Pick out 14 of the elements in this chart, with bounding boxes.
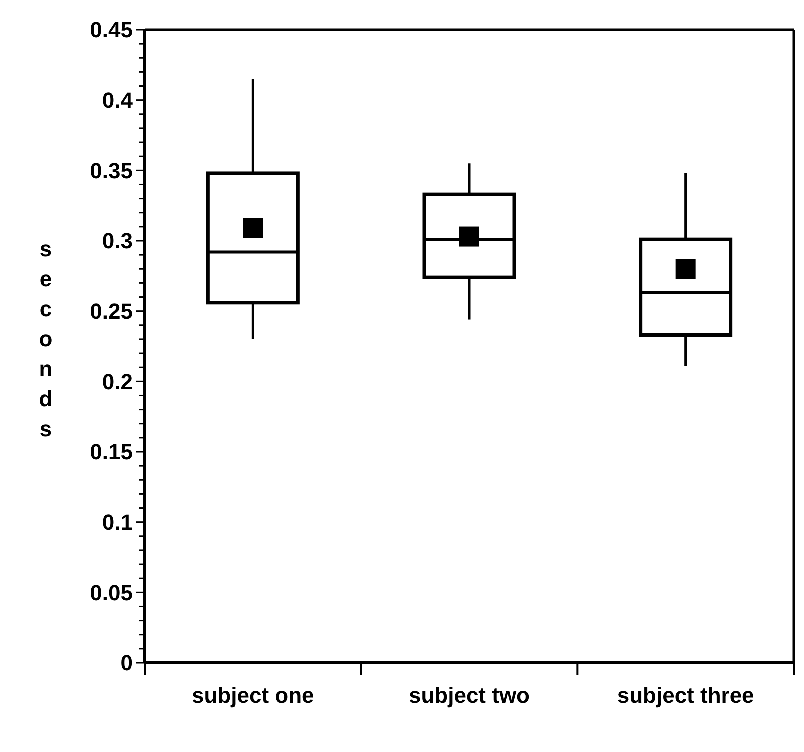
y-tick-label: 0 — [120, 650, 133, 676]
y-tick-label: 0.2 — [102, 369, 133, 394]
y-tick-label: 0.3 — [102, 228, 133, 254]
x-tick-label: subject one — [192, 683, 314, 708]
y-tick-label: 0.05 — [90, 580, 133, 606]
y-tick-label: 0.35 — [90, 158, 133, 184]
y-tick-label: 0.1 — [102, 510, 133, 536]
y-tick-label: 0.4 — [102, 88, 134, 114]
y-axis-title: seconds — [39, 236, 53, 442]
x-tick-label: subject two — [408, 683, 530, 708]
y-tick-label: 0.45 — [90, 18, 133, 43]
x-tick-label: subject three — [617, 683, 754, 708]
y-tick-label: 0.15 — [90, 440, 133, 465]
y-tick-label: 0.25 — [90, 299, 133, 324]
